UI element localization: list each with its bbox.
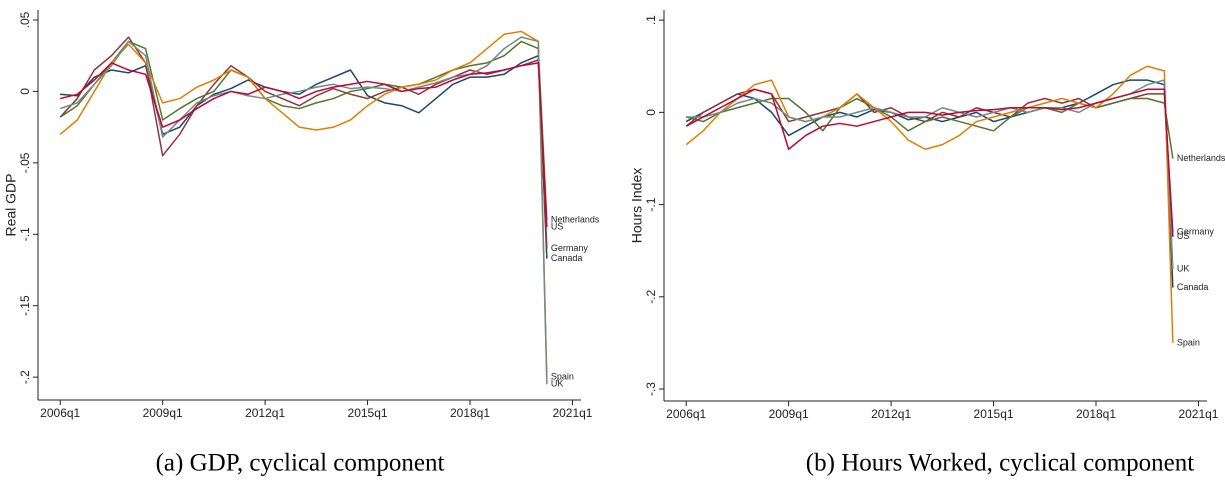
caption: (b) Hours Worked, cyclical component [806,450,1194,477]
series-end-label: Netherlands [1177,153,1225,163]
series-end-label: Germany [1177,227,1215,237]
x-tick-label: 2015q1 [348,406,388,420]
x-tick-label: 2006q1 [40,406,80,420]
series-line [686,79,1174,270]
series-line [59,36,548,249]
x-tick-label: 2021q1 [1178,407,1218,421]
x-tick-label: 2018q1 [1076,407,1116,421]
y-tick-label: -.1 [644,197,658,211]
series-line [60,62,548,228]
series-line [59,30,548,378]
series-end-label: Canada [551,253,583,263]
y-tick-label: -.2 [18,370,32,384]
series-line [59,40,548,221]
x-tick-label: 2006q1 [666,407,706,421]
series-line [685,79,1174,288]
series-line [60,54,548,259]
y-tick-label: 0 [18,88,32,95]
x-tick-label: 2012q1 [245,406,285,420]
y-tick-label: -.1 [18,227,32,241]
series-end-label: UK [551,379,564,389]
y-tick-label: -.3 [644,382,658,396]
series-end-label: US [551,222,564,232]
x-tick-label: 2015q1 [974,407,1014,421]
chart: .05 0 -.05 -.1 -.15 -.2 2006q1 2009q1 2012q1 2015… [3,10,600,477]
series-line [685,65,1174,343]
caption: (a) GDP, cyclical component [156,450,445,477]
series-end-label: Netherlands [551,214,600,224]
x-tick-label: 2009q1 [769,407,809,421]
series-end-label: Canada [1177,282,1209,292]
y-tick-label: -.2 [644,289,658,303]
x-tick-label: 2009q1 [143,406,183,420]
y-tick-label: -.15 [18,295,32,316]
x-tick-label: 2018q1 [450,406,490,420]
series-end-label: Spain [551,372,574,382]
y-tick-label: .05 [18,11,32,28]
x-tick-label: 2012q1 [871,407,911,421]
series-line [685,88,1174,233]
x-tick-label: 2021q1 [552,406,592,420]
y-tick-label: .1 [644,15,658,25]
chart: .1 0 -.1 -.2 -.3 2006q1 2009q1 2012q1 2015q1 2018… [629,10,1225,477]
y-axis-title: Real GDP [3,173,19,236]
series-end-label: US [1177,231,1190,241]
series-line [685,88,1174,237]
y-tick-label: -.05 [18,152,32,173]
series-line [686,97,1174,159]
series-end-label: UK [1177,264,1190,274]
series-end-label: Spain [1177,337,1200,347]
series-end-label: Germany [551,243,589,253]
y-axis-title: Hours Index [629,168,645,243]
y-tick-label: 0 [644,109,658,116]
series-line [59,36,548,385]
